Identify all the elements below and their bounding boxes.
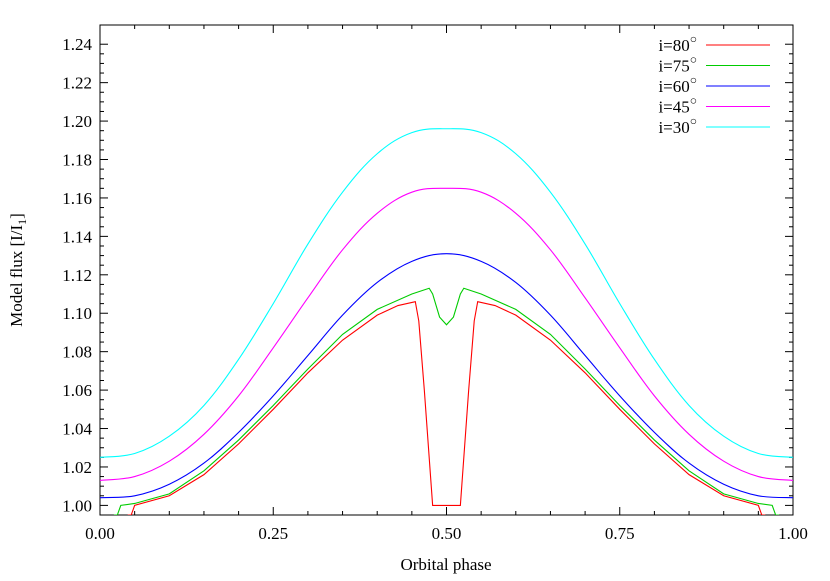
legend: i=80○i=75○i=60○i=45○i=30○ xyxy=(658,32,770,137)
y-tick-label: 1.16 xyxy=(62,189,92,208)
y-axis-label: Model flux [I/I1] xyxy=(7,213,29,327)
legend-label: i=60○ xyxy=(658,73,697,96)
degree-symbol: ○ xyxy=(690,73,697,87)
x-tick-label: 0.50 xyxy=(432,524,462,543)
legend-label: i=80○ xyxy=(658,32,697,55)
y-axis-ticks: 1.00 1.02 1.04 1.06 1.08 1.10 1.12 1.14 1.16 1.18… xyxy=(62,35,793,515)
y-tick-label: 1.10 xyxy=(62,304,92,323)
series-line-i-45 xyxy=(100,187,793,481)
series-lines xyxy=(100,128,793,515)
x-tick-label: 0.00 xyxy=(85,524,115,543)
y-tick-label: 1.14 xyxy=(62,227,92,246)
series-line-i-80 xyxy=(127,301,766,515)
x-tick-label: 1.00 xyxy=(778,524,808,543)
y-tick-label: 1.18 xyxy=(62,151,92,170)
y-axis-label-subscript: 1 xyxy=(15,219,29,225)
degree-symbol: ○ xyxy=(690,32,697,46)
y-tick-label: 1.24 xyxy=(62,35,92,54)
y-axis-label-main: Model flux [I/I xyxy=(7,225,26,327)
y-tick-label: 1.22 xyxy=(62,74,92,93)
series-line-i-60 xyxy=(100,253,793,499)
y-tick-label: 1.04 xyxy=(62,420,92,439)
x-tick-label: 0.75 xyxy=(605,524,635,543)
y-tick-label: 1.12 xyxy=(62,266,92,285)
y-tick-label: 1.06 xyxy=(62,381,92,400)
degree-symbol: ○ xyxy=(690,114,697,128)
degree-symbol: ○ xyxy=(690,94,697,108)
x-tick-label: 0.25 xyxy=(258,524,288,543)
degree-symbol: ○ xyxy=(690,53,697,67)
y-tick-label: 1.00 xyxy=(62,496,92,515)
series-line-i-30 xyxy=(100,128,793,458)
y-axis-label-close: ] xyxy=(7,213,26,219)
series-line-i-75 xyxy=(113,287,780,515)
x-axis-ticks: 0.00 0.25 0.50 0.75 1.00 xyxy=(85,25,808,543)
legend-label: i=45○ xyxy=(658,94,697,117)
legend-label: i=75○ xyxy=(658,53,697,76)
y-tick-label: 1.20 xyxy=(62,112,92,131)
y-tick-label: 1.08 xyxy=(62,343,92,362)
x-axis-label: Orbital phase xyxy=(400,555,491,574)
legend-label: i=30○ xyxy=(658,114,697,137)
y-tick-label: 1.02 xyxy=(62,458,92,477)
